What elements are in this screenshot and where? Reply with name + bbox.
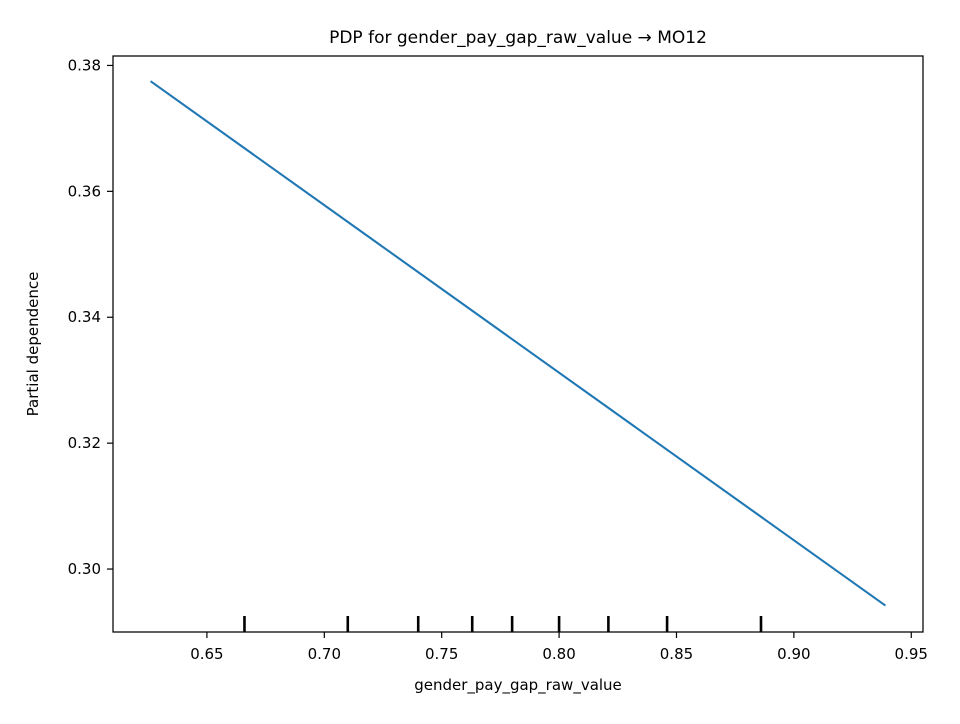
y-axis-label: Partial dependence	[24, 272, 42, 417]
x-axis: 0.65 0.70 0.75 0.80 0.85 0.90 0.95	[190, 632, 928, 663]
plot-frame	[112, 55, 924, 633]
y-axis: 0.30 0.32 0.34 0.36 0.38	[68, 56, 113, 578]
x-tick-label: 0.90	[777, 645, 810, 663]
x-tick-label: 0.80	[542, 645, 575, 663]
plot-area	[112, 55, 924, 633]
x-tick-label: 0.70	[308, 645, 341, 663]
chart-title: PDP for gender_pay_gap_raw_value → MO12	[329, 28, 707, 48]
x-tick-label: 0.85	[660, 645, 693, 663]
x-axis-label: gender_pay_gap_raw_value	[414, 676, 622, 695]
y-tick-label: 0.34	[68, 308, 101, 326]
x-tick-label: 0.95	[895, 645, 928, 663]
y-tick-label: 0.38	[68, 56, 101, 74]
x-tick-label: 0.75	[425, 645, 458, 663]
decile-layer	[243, 615, 763, 632]
series-line-0	[149, 80, 887, 607]
y-tick-label: 0.32	[68, 434, 101, 452]
y-tick-label: 0.36	[68, 182, 101, 200]
x-tick-label: 0.65	[190, 645, 223, 663]
series-layer	[149, 80, 887, 607]
y-tick-label: 0.30	[68, 560, 101, 578]
